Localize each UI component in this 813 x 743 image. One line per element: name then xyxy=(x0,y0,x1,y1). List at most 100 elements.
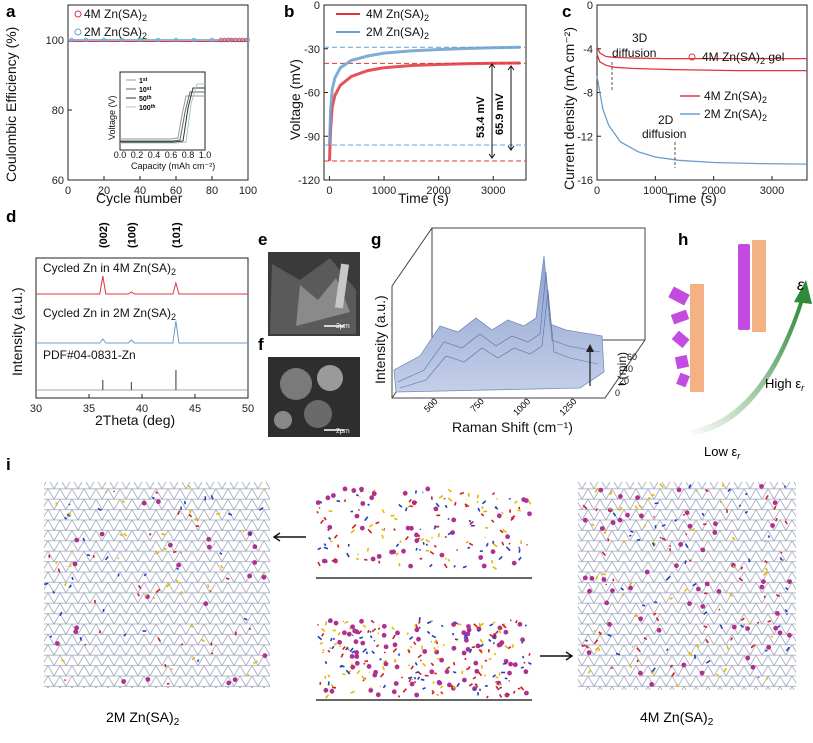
md-molecule-4m xyxy=(326,661,327,664)
y-tick-label: -8 xyxy=(583,88,593,100)
molecule-4m xyxy=(757,622,758,623)
molecule-2m xyxy=(153,598,155,599)
md-molecule-4m xyxy=(384,662,389,667)
md-molecule-2m xyxy=(371,557,376,562)
md-molecule-2m xyxy=(497,513,502,518)
md-molecule-4m xyxy=(416,672,419,673)
inset-x-label: Capacity (mAh cm⁻²) xyxy=(131,161,215,171)
md-molecule-4m xyxy=(520,637,525,642)
md-molecule-4m xyxy=(454,662,455,665)
inset-x-tick: 0.4 xyxy=(148,150,161,160)
zn-deposit-high xyxy=(738,244,750,330)
md-molecule-2m xyxy=(355,514,360,519)
y-tick-label: 0 xyxy=(314,0,320,12)
annotation-3d-diffusion: diffusion xyxy=(612,46,656,60)
molecule-2m xyxy=(181,553,182,554)
molecule-4m xyxy=(649,682,654,687)
md-molecule-2m xyxy=(414,533,419,538)
molecule-2m xyxy=(263,653,268,658)
md-molecule-4m xyxy=(497,643,502,648)
molecule-2m xyxy=(247,574,252,579)
md-molecule-4m xyxy=(378,628,379,630)
molecule-2m xyxy=(44,583,48,584)
md-molecule-4m xyxy=(342,630,347,635)
molecule-4m xyxy=(607,622,612,627)
md-molecule-4m xyxy=(503,664,507,665)
md-molecule-4m xyxy=(462,651,467,656)
molecule-2m xyxy=(58,569,59,573)
molecule-4m xyxy=(667,649,668,651)
x-tick-label: 0 xyxy=(65,185,71,197)
series-lines-c xyxy=(597,47,807,165)
md-molecule-2m xyxy=(483,511,487,512)
md-molecule-4m xyxy=(431,621,433,622)
molecule-2m xyxy=(70,563,71,567)
md-molecule-2m xyxy=(360,526,365,531)
md-molecule-4m xyxy=(485,675,486,677)
molecule-2m xyxy=(55,641,60,646)
raman-surface xyxy=(394,256,604,392)
series-label-d-2m: Cycled Zn in 2M Zn(SA)2 xyxy=(43,306,176,322)
md-molecule-4m xyxy=(513,644,514,648)
md-molecule-2m xyxy=(356,559,359,560)
panel-label-b: b xyxy=(284,2,294,21)
md-molecule-2m xyxy=(406,508,407,512)
series-line-2m xyxy=(597,76,807,164)
md-molecule-4m xyxy=(330,689,335,694)
md-molecule-4m xyxy=(507,671,512,676)
zn-deposit-low-4 xyxy=(675,355,689,369)
inset-x-tick: 0.0 xyxy=(114,150,127,160)
md-molecule-2m xyxy=(521,497,526,502)
y-tick-label: -4 xyxy=(583,44,593,56)
molecule-4m xyxy=(700,548,705,553)
label-low-er: Low εr xyxy=(704,444,741,461)
molecule-2m xyxy=(87,555,90,556)
molecule-2m xyxy=(233,677,238,682)
panel-i: i 2M Zn(SA)2 4M Zn(SA)2 xyxy=(6,455,796,728)
molecule-2m xyxy=(100,532,105,537)
molecule-4m xyxy=(638,616,643,621)
molecule-2m xyxy=(176,563,181,568)
molecule-4m xyxy=(632,647,633,648)
molecule-4m xyxy=(745,656,750,661)
md-molecule-4m xyxy=(359,619,364,624)
molecule-4m xyxy=(773,500,778,505)
legend-label-a-2m: 2M Zn(SA)2 xyxy=(84,25,147,41)
molecule-4m xyxy=(768,621,771,622)
axes-frame-c xyxy=(597,5,807,180)
molecule-4m xyxy=(761,579,766,584)
md-molecule-2m xyxy=(502,512,503,514)
molecule-4m xyxy=(635,495,640,500)
molecule-2m xyxy=(65,518,67,519)
md-molecule-2m xyxy=(359,487,364,492)
annotation-2d-diffusion: diffusion xyxy=(642,127,686,141)
md-molecule-4m xyxy=(445,669,450,674)
molecule-4m xyxy=(745,626,750,631)
md-molecule-2m xyxy=(372,491,377,496)
md-molecule-4m xyxy=(508,662,513,667)
molecule-4m xyxy=(720,501,721,503)
y-axis-label-c: Current density (mA cm⁻²) xyxy=(561,27,577,190)
md-molecule-2m xyxy=(491,549,496,554)
molecule-2m xyxy=(146,677,151,682)
md-molecule-2m xyxy=(317,511,318,513)
md-molecule-4m xyxy=(513,662,518,667)
molecule-4m xyxy=(590,576,595,581)
molecule-4m xyxy=(674,563,679,568)
x-axis-label-a: Cycle number xyxy=(96,190,183,206)
md-molecule-4m xyxy=(384,652,385,653)
md-molecule-2m xyxy=(423,542,424,545)
molecule-4m xyxy=(638,671,643,676)
legend-label-b-2m: 2M Zn(SA)2 xyxy=(366,25,429,41)
molecule-2m xyxy=(208,584,209,587)
md-molecule-4m xyxy=(505,678,508,679)
md-molecule-4m xyxy=(352,635,353,636)
md-molecule-4m xyxy=(395,665,400,670)
y-tick-label: -30 xyxy=(304,44,320,56)
peak-labels-d: (002)(100)(101) xyxy=(98,222,183,248)
md-molecule-2m xyxy=(485,528,488,529)
md-molecule-2m xyxy=(505,534,510,539)
md-molecule-2m xyxy=(391,515,395,516)
md-molecule-4m xyxy=(328,618,333,623)
md-molecule-4m xyxy=(487,696,488,698)
